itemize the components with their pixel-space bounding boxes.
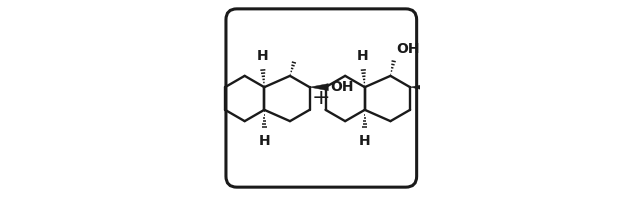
Text: OH: OH <box>330 80 354 94</box>
Text: H: H <box>257 49 268 63</box>
Text: H: H <box>258 135 270 149</box>
Text: H: H <box>359 135 370 149</box>
Text: H: H <box>357 49 368 63</box>
Text: +: + <box>312 88 331 109</box>
Polygon shape <box>410 84 428 91</box>
Polygon shape <box>309 84 329 91</box>
Text: OH: OH <box>396 42 419 56</box>
FancyBboxPatch shape <box>226 9 417 187</box>
